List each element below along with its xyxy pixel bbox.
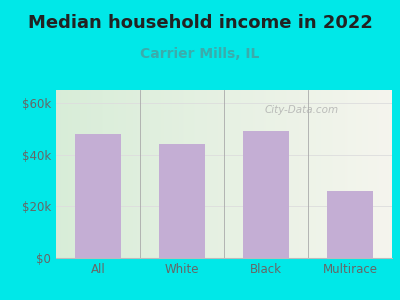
Bar xyxy=(327,191,373,258)
Text: Carrier Mills, IL: Carrier Mills, IL xyxy=(140,46,260,61)
Text: City-Data.com: City-Data.com xyxy=(264,105,338,115)
Text: Median household income in 2022: Median household income in 2022 xyxy=(28,14,372,32)
Bar xyxy=(243,131,289,258)
Bar xyxy=(159,144,205,258)
Bar xyxy=(75,134,121,258)
